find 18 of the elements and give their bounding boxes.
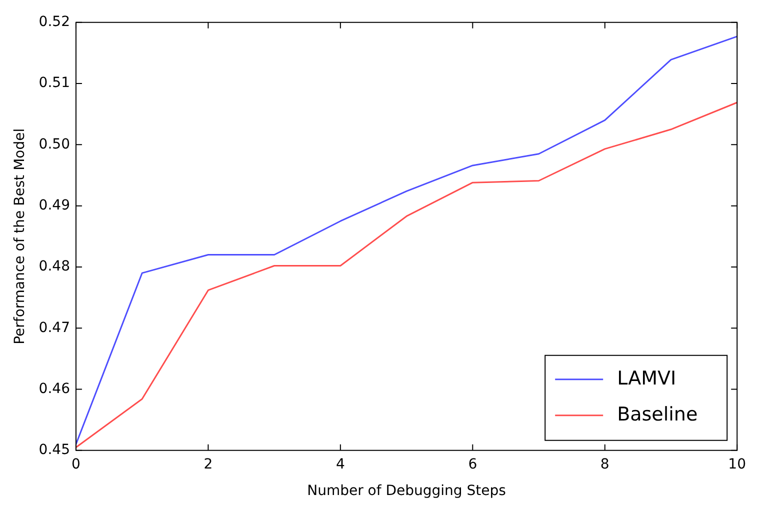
y-tick-label: 0.52 [38, 14, 70, 30]
legend-label: Baseline [617, 403, 698, 426]
x-axis-title: Number of Debugging Steps [307, 483, 506, 500]
y-tick-label: 0.46 [38, 380, 70, 397]
y-tick-label: 0.49 [38, 197, 70, 214]
x-tick-label: 6 [468, 456, 478, 472]
y-tick-label: 0.47 [38, 320, 70, 336]
legend-label: LAMVI [617, 367, 676, 390]
x-tick-label: 8 [600, 456, 610, 472]
y-axis-title: Performance of the Best Model [12, 128, 28, 344]
x-tick-label: 0 [72, 456, 80, 472]
y-tick-label: 0.48 [38, 258, 70, 275]
x-tick-label: 10 [728, 456, 746, 472]
x-tick-label: 4 [336, 456, 345, 472]
y-tick-label: 0.50 [38, 136, 70, 152]
y-tick-label: 0.51 [38, 75, 70, 92]
y-tick-label: 0.45 [38, 442, 70, 458]
x-tick-label: 2 [204, 456, 213, 472]
